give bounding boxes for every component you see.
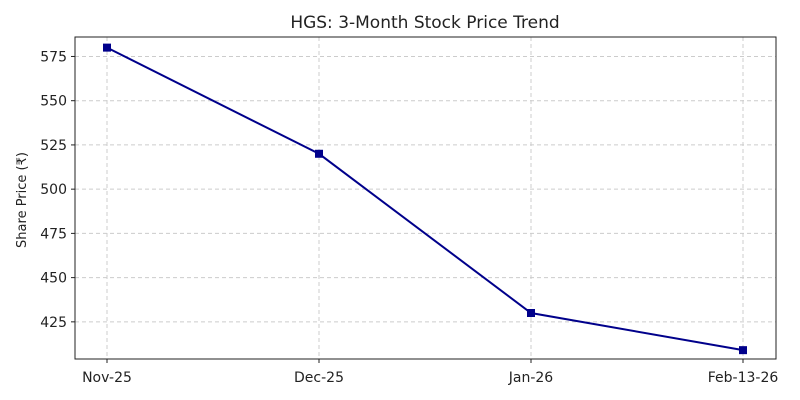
- plot-area: [74, 36, 777, 360]
- data-point-marker: [103, 43, 111, 52]
- y-tick-label: 450: [40, 271, 67, 287]
- y-tick-label: 500: [40, 182, 67, 198]
- y-axis-label: Share Price (₹): [15, 152, 30, 248]
- data-point-marker: [315, 149, 323, 158]
- x-tick-label: Feb-13-26: [708, 370, 779, 386]
- data-point-marker: [527, 309, 535, 317]
- series-line: [106, 46, 744, 352]
- x-tick-label: Dec-25: [294, 370, 344, 386]
- x-tick-label: Nov-25: [82, 370, 132, 386]
- chart-title: HGS: 3-Month Stock Price Trend: [290, 13, 559, 33]
- data-point-marker: [739, 346, 747, 355]
- y-tick-label: 550: [40, 94, 67, 110]
- y-tick-label: 425: [40, 315, 67, 331]
- x-tick-label: Jan-26: [508, 370, 554, 386]
- y-tick-label: 525: [40, 138, 67, 154]
- y-tick-label: 475: [40, 226, 67, 242]
- y-tick-label: 575: [40, 49, 67, 65]
